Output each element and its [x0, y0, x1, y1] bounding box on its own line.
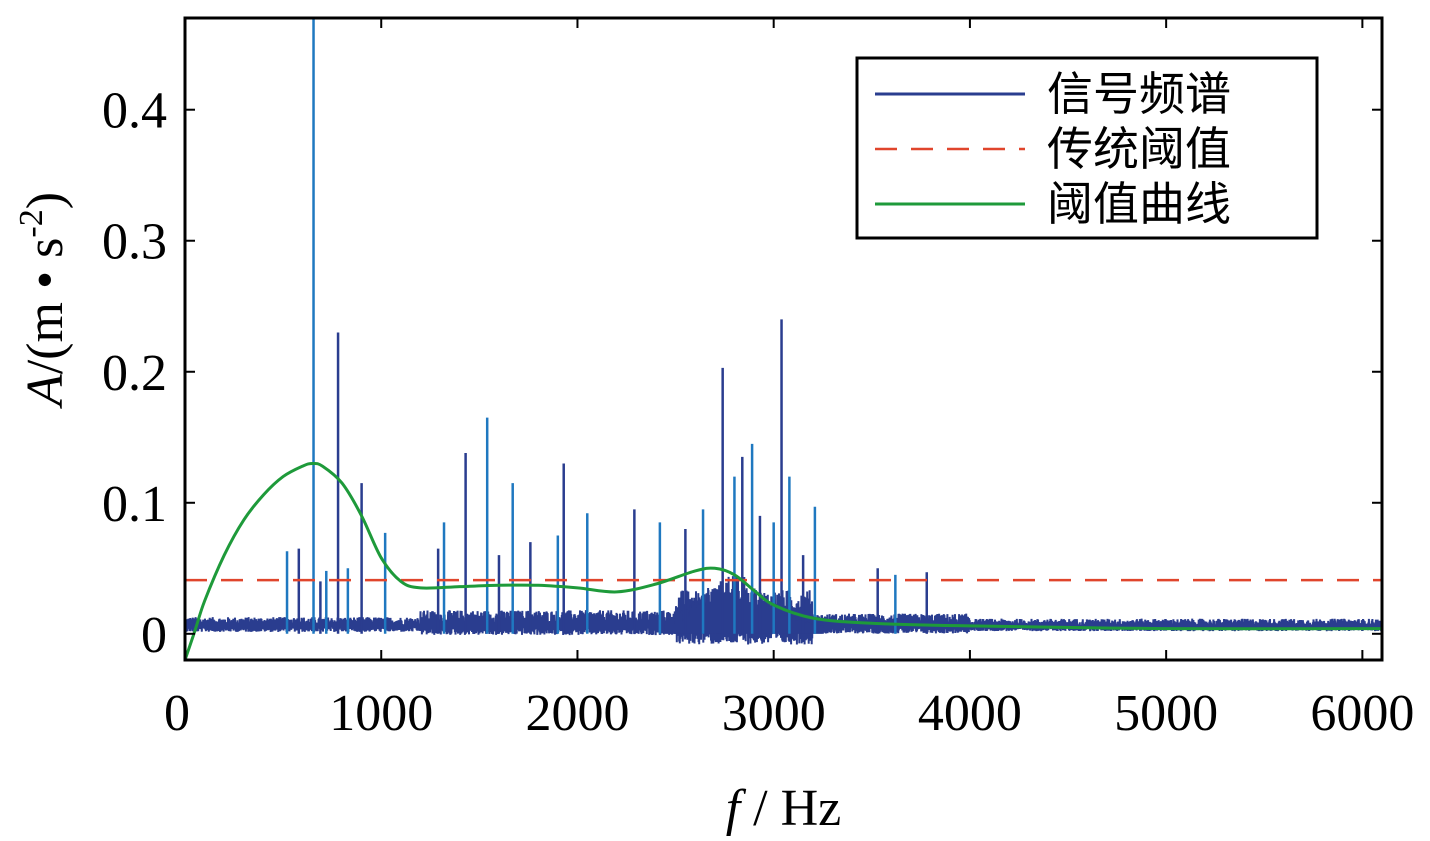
y-axis-title-close: )	[17, 192, 74, 209]
axis-ticks	[184, 18, 1382, 660]
y-tick-label: 0.3	[102, 214, 167, 271]
y-tick-label: 0	[141, 607, 167, 664]
x-tick-label: 6000	[1310, 685, 1414, 742]
legend-label: 信号频谱	[1047, 67, 1231, 121]
y-axis-title-exponent: -2	[13, 209, 50, 237]
x-axis-title-unit: / Hz	[740, 780, 841, 837]
plot-frame	[183, 16, 1384, 662]
x-tick-label: 4000	[918, 685, 1022, 742]
legend-label: 传统阈值	[1047, 122, 1231, 176]
y-axis-title-symbol: A	[17, 374, 74, 409]
x-axis-title: f / Hz	[726, 780, 842, 837]
x-tick-label: 0	[164, 685, 190, 742]
y-tick-label: 0.1	[102, 476, 167, 533]
axis-tick-labels: 0 1000 2000 3000 4000 5000 6000 0 0.1 0.2 0.3 0.4	[102, 83, 1414, 742]
x-tick-label: 2000	[525, 685, 629, 742]
series-layer	[185, 18, 1382, 660]
legend-box	[855, 56, 1319, 240]
y-tick-label: 0.4	[102, 83, 167, 140]
signal-spectrum-cluster	[664, 575, 824, 634]
x-tick-label: 1000	[329, 685, 433, 742]
y-axis-title-unit: /(m • s	[17, 238, 74, 375]
y-tick-label: 0.2	[102, 345, 167, 402]
threshold-curve-line	[185, 461, 1382, 660]
x-tick-label: 3000	[722, 685, 826, 742]
y-axis-title: A/(m • s-2)	[13, 192, 74, 409]
x-tick-label: 5000	[1114, 685, 1218, 742]
legend-label: 阈值曲线	[1047, 177, 1231, 231]
